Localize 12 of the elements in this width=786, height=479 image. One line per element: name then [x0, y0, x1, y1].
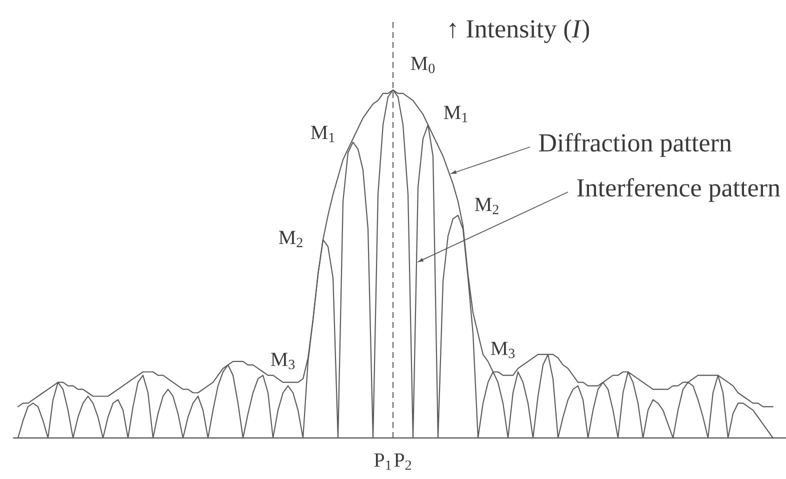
annotation: M$_{2}$: [278, 230, 302, 248]
annotation: M$_{1}$: [444, 106, 468, 122]
x-tick-label: P$_{1}$: [374, 454, 391, 470]
annotation: M$_{1}$: [310, 126, 334, 142]
annotation: Interference pattern: [577, 178, 780, 202]
x-tick-label: P$_{2}$: [394, 454, 412, 470]
annotation: M$_{3}$: [270, 352, 295, 370]
annotation: M$_{3}$: [490, 342, 515, 358]
text: M$_{0}$: [410, 56, 435, 74]
annotation: Diffraction pattern: [538, 133, 732, 157]
y-axis-title: ↑ Intensity (I): [450, 19, 590, 44]
annotation: M$_{2}$: [474, 198, 498, 214]
